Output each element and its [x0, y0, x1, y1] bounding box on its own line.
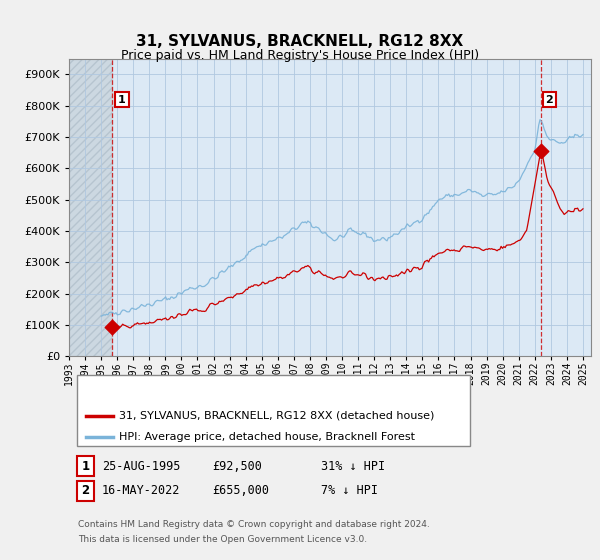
- Point: [107, 323, 116, 332]
- Text: 1: 1: [82, 460, 89, 473]
- Text: 31% ↓ HPI: 31% ↓ HPI: [322, 460, 385, 473]
- Text: 7% ↓ HPI: 7% ↓ HPI: [322, 484, 379, 497]
- Text: Price paid vs. HM Land Registry's House Price Index (HPI): Price paid vs. HM Land Registry's House …: [121, 49, 479, 62]
- FancyBboxPatch shape: [77, 481, 94, 501]
- Text: 2: 2: [545, 95, 553, 105]
- Text: £92,500: £92,500: [212, 460, 262, 473]
- Text: 25-AUG-1995: 25-AUG-1995: [102, 460, 181, 473]
- Text: This data is licensed under the Open Government Licence v3.0.: This data is licensed under the Open Gov…: [78, 535, 367, 544]
- Text: £655,000: £655,000: [212, 484, 269, 497]
- FancyBboxPatch shape: [77, 456, 94, 476]
- Bar: [69, 59, 112, 356]
- Text: 1: 1: [118, 95, 126, 105]
- Text: HPI: Average price, detached house, Bracknell Forest: HPI: Average price, detached house, Brac…: [119, 432, 415, 442]
- Text: 31, SYLVANUS, BRACKNELL, RG12 8XX (detached house): 31, SYLVANUS, BRACKNELL, RG12 8XX (detac…: [119, 410, 435, 421]
- Text: 2: 2: [82, 484, 89, 497]
- Point: [536, 147, 545, 156]
- Text: Contains HM Land Registry data © Crown copyright and database right 2024.: Contains HM Land Registry data © Crown c…: [78, 520, 430, 529]
- Text: 16-MAY-2022: 16-MAY-2022: [102, 484, 181, 497]
- FancyBboxPatch shape: [77, 375, 470, 446]
- Bar: [69, 59, 112, 356]
- Text: 31, SYLVANUS, BRACKNELL, RG12 8XX: 31, SYLVANUS, BRACKNELL, RG12 8XX: [136, 34, 464, 49]
